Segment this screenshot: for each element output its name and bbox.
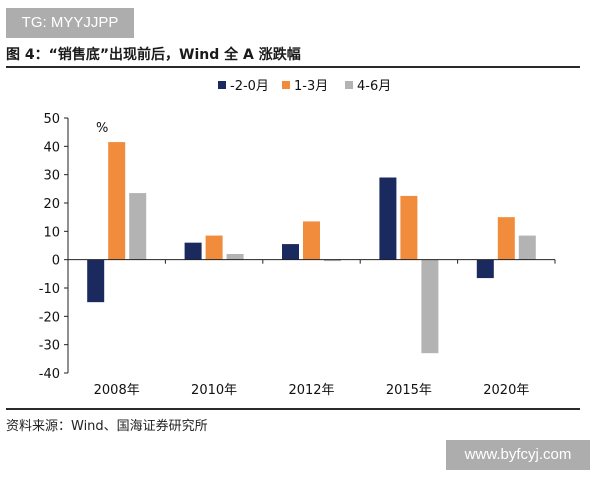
legend-swatch-2 [282,81,290,89]
legend-label-1: -2-0月 [230,79,269,94]
x-tick-label: 2015年 [386,383,432,398]
bar-1-2 [184,242,202,260]
legend-swatch-1 [218,81,226,89]
watermark-top-left: TG: MYYJJPP [6,8,134,38]
bar-1-3 [282,244,299,260]
y-tick-label: 10 [43,225,60,240]
y-tick-label: -40 [39,367,60,382]
bottom-rule [6,408,580,410]
bar-2-1 [108,142,126,260]
source-note: 资料来源：Wind、国海证券研究所 [6,419,208,434]
y-tick-label: 50 [43,112,60,127]
y-tick-label: 20 [43,197,60,212]
bar-1-5 [476,259,494,279]
x-axis: 2008年 2010年 2012年 2015年 2020年 [67,259,556,398]
chart-legend: -2-0月 1-3月 4-6月 [218,79,391,94]
x-tick-label: 2020年 [483,383,529,398]
x-tick-label: 2008年 [94,383,140,398]
y-tick-label: -10 [39,282,60,297]
y-tick-label: 30 [43,169,60,184]
bar-3-1 [129,193,147,260]
legend-swatch-3 [345,81,353,89]
bar-3-2 [226,254,244,260]
y-axis: -40 -30 -20 -10 0 10 20 30 40 50% [39,112,109,382]
bar-group [87,142,536,354]
y-tick-label: 40 [43,140,60,155]
bar-2-3 [303,221,320,260]
x-tick-label: 2012年 [288,383,334,398]
bar-1-1 [87,259,105,303]
y-tick-label: -20 [39,310,60,325]
title-rule [6,66,580,68]
bar-1-4 [379,177,397,260]
bar-chart: -2-0月 1-3月 4-6月 -40 -30 -20 -10 0 10 20 30 40 50% 2… [39,79,556,398]
y-axis-unit-label: % [96,121,108,136]
bar-3-4 [421,259,439,354]
bar-2-4 [400,195,418,260]
figure-title: 图 4：“销售底”出现前后，Wind 全 A 涨跌幅 [6,47,301,63]
x-tick-label: 2010年 [191,383,237,398]
legend-label-2: 1-3月 [294,79,328,94]
bar-3-5 [518,235,536,260]
y-tick-label: 0 [52,254,60,269]
legend-label-3: 4-6月 [357,79,391,94]
bar-2-2 [205,235,223,260]
bar-2-5 [497,217,515,260]
y-tick-label: -30 [39,339,60,354]
bar-3-3 [324,259,341,262]
watermark-bottom-right: www.byfcyj.com [446,440,590,470]
